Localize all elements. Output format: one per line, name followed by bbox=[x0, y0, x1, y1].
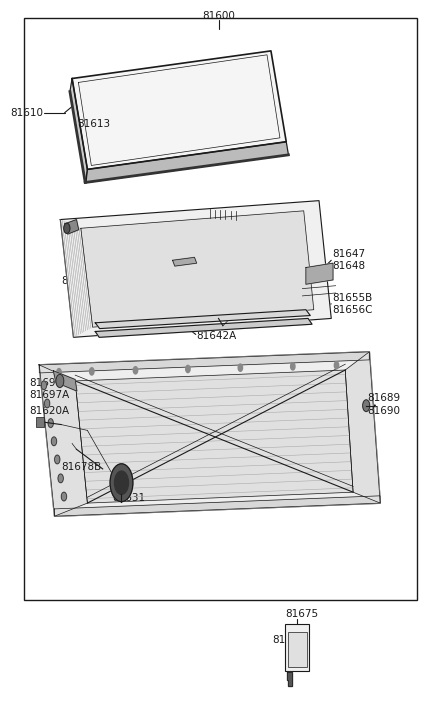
Text: 81656C: 81656C bbox=[332, 305, 373, 316]
Text: 81647: 81647 bbox=[332, 249, 365, 259]
Polygon shape bbox=[287, 672, 292, 686]
Circle shape bbox=[114, 471, 128, 494]
Text: 81610: 81610 bbox=[10, 108, 43, 118]
Text: 81621B: 81621B bbox=[236, 228, 276, 238]
Text: 81631: 81631 bbox=[112, 493, 146, 503]
Circle shape bbox=[334, 361, 339, 369]
Circle shape bbox=[55, 455, 60, 464]
Bar bbox=[285, 624, 309, 671]
Text: 81641: 81641 bbox=[117, 300, 150, 310]
Text: 81690: 81690 bbox=[367, 406, 400, 416]
Polygon shape bbox=[345, 352, 380, 503]
Polygon shape bbox=[75, 370, 353, 503]
Text: 81613: 81613 bbox=[77, 119, 110, 129]
Circle shape bbox=[58, 474, 63, 483]
Polygon shape bbox=[60, 201, 331, 337]
Circle shape bbox=[45, 399, 50, 408]
Text: 81696A: 81696A bbox=[30, 378, 70, 388]
Text: 81697A: 81697A bbox=[30, 390, 70, 400]
Bar bbox=[36, 417, 44, 427]
Text: 81677: 81677 bbox=[272, 635, 305, 645]
Polygon shape bbox=[70, 79, 87, 182]
Polygon shape bbox=[65, 220, 79, 234]
Text: 81642A: 81642A bbox=[197, 331, 237, 341]
Circle shape bbox=[56, 374, 64, 387]
Circle shape bbox=[57, 369, 61, 376]
Text: 81655B: 81655B bbox=[332, 293, 372, 303]
Circle shape bbox=[41, 381, 46, 390]
Text: 81600: 81600 bbox=[202, 11, 235, 21]
Polygon shape bbox=[81, 211, 314, 327]
Polygon shape bbox=[39, 352, 369, 373]
Text: 81620A: 81620A bbox=[30, 406, 70, 416]
Polygon shape bbox=[55, 496, 380, 516]
Circle shape bbox=[52, 437, 57, 446]
Polygon shape bbox=[72, 51, 286, 169]
Circle shape bbox=[110, 464, 133, 502]
Circle shape bbox=[186, 366, 190, 373]
Circle shape bbox=[61, 492, 66, 501]
Bar bbox=[288, 632, 307, 667]
Text: 81689: 81689 bbox=[367, 393, 400, 403]
Polygon shape bbox=[39, 365, 87, 516]
Text: 81666: 81666 bbox=[76, 251, 110, 261]
Text: 81675: 81675 bbox=[285, 609, 318, 619]
Circle shape bbox=[238, 364, 243, 371]
Text: 81643A: 81643A bbox=[61, 276, 101, 286]
Text: 81678B: 81678B bbox=[61, 462, 101, 472]
Circle shape bbox=[64, 223, 70, 233]
Circle shape bbox=[90, 368, 94, 375]
Polygon shape bbox=[95, 310, 310, 329]
Polygon shape bbox=[173, 257, 197, 266]
Polygon shape bbox=[95, 318, 312, 337]
Polygon shape bbox=[39, 352, 380, 516]
Polygon shape bbox=[86, 142, 288, 182]
Bar bbox=[24, 18, 417, 600]
Circle shape bbox=[291, 363, 295, 370]
Text: 81623: 81623 bbox=[101, 321, 134, 331]
Circle shape bbox=[133, 366, 138, 374]
Polygon shape bbox=[306, 263, 333, 284]
Circle shape bbox=[48, 419, 53, 427]
Text: 81648: 81648 bbox=[332, 261, 365, 271]
Polygon shape bbox=[53, 371, 77, 391]
Circle shape bbox=[363, 400, 370, 411]
